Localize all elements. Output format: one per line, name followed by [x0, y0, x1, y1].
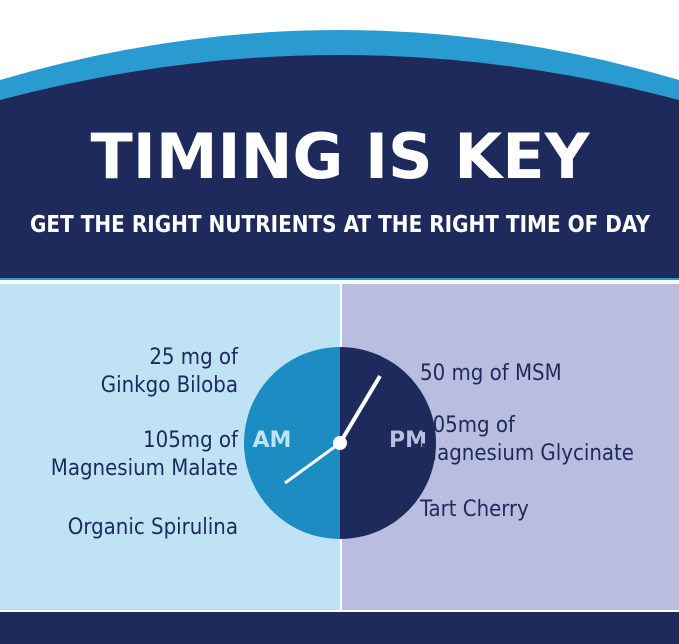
pm-item: Tart Cherry [419, 497, 529, 522]
pm-item: 105mg of Magnesium Glycinate [420, 413, 634, 466]
footer-band [0, 612, 679, 644]
hour-hand [338, 374, 382, 445]
am-item: 25 mg of Ginkgo Biloba [101, 345, 239, 398]
pm-item: 50 mg of MSM [420, 361, 562, 386]
header-band [0, 55, 679, 278]
am-half [244, 347, 340, 539]
title: TIMING IS KEY [90, 120, 590, 193]
am-label: AM [253, 428, 292, 453]
am-item: Organic Spirulina [68, 515, 238, 540]
subtitle: GET THE RIGHT NUTRIENTS AT THE RIGHT TIM… [30, 212, 650, 238]
pm-label: PM [389, 428, 427, 453]
items: 25 mg of Ginkgo Biloba 105mg of Magnesium M… [51, 345, 634, 540]
pm-half [340, 347, 436, 539]
am-item: 105mg of Magnesium Malate [51, 428, 239, 481]
clock-center [333, 436, 347, 450]
minute-hand [284, 441, 341, 485]
